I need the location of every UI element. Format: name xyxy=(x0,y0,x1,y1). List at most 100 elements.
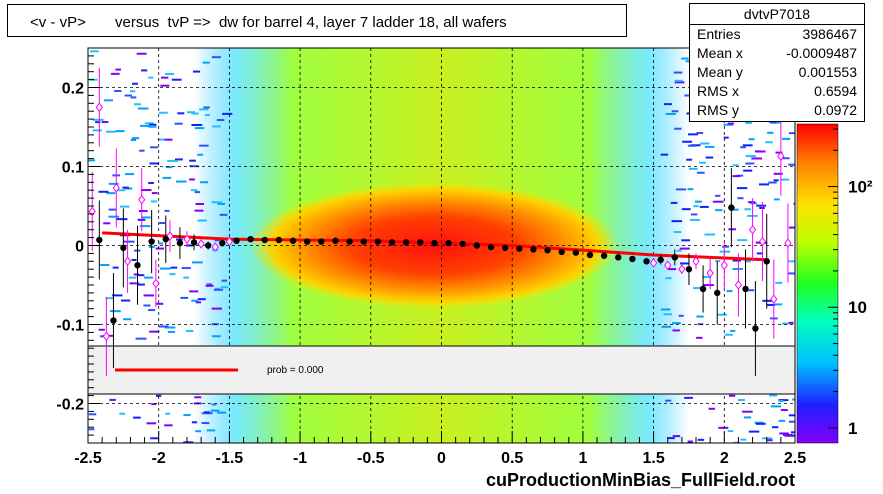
heatmap-cell xyxy=(206,429,216,432)
heatmap-cell xyxy=(144,276,154,279)
stats-label: Entries xyxy=(697,26,741,42)
alt-marker xyxy=(197,239,205,249)
heatmap-cell xyxy=(136,52,147,55)
heatmap-cell xyxy=(681,208,691,211)
heatmap-cell xyxy=(119,412,126,415)
x-tick-label: -1 xyxy=(293,450,307,467)
heatmap-cell xyxy=(663,313,673,316)
stats-row-mean-x: Mean x -0.0009487 xyxy=(690,44,864,63)
heatmap-cell xyxy=(220,286,229,289)
heatmap-cell xyxy=(125,173,135,176)
heatmap-cell xyxy=(174,158,183,161)
heatmap-cell xyxy=(792,398,795,401)
heatmap-cell xyxy=(715,260,721,263)
heatmap-cell xyxy=(165,412,171,415)
heatmap-cell xyxy=(210,409,220,412)
palette-tick-label: 10 xyxy=(848,298,867,317)
profile-marker xyxy=(148,238,155,245)
palette-tick-label: 10² xyxy=(848,178,873,197)
alt-marker xyxy=(777,151,785,162)
alt-marker xyxy=(102,331,111,342)
heatmap-cell xyxy=(754,421,764,424)
profile-marker xyxy=(586,251,594,259)
x-tick-label: -2 xyxy=(152,450,166,467)
heatmap-cell xyxy=(742,144,753,147)
heatmap-cell xyxy=(782,137,791,140)
alt-marker xyxy=(152,278,160,289)
heatmap-cell xyxy=(100,264,110,267)
heatmap-cell xyxy=(98,190,109,193)
alt-marker xyxy=(770,294,778,305)
heatmap-cell xyxy=(197,219,207,222)
title-box: <v - vP> versus tvP => dw for barrel 4, … xyxy=(7,4,627,37)
heatmap-cell xyxy=(148,123,157,126)
heatmap-cell xyxy=(194,127,205,130)
heatmap-cell xyxy=(684,396,693,399)
heatmap-cell xyxy=(176,180,187,183)
profile-marker xyxy=(572,249,580,256)
heatmap-cell xyxy=(170,266,178,269)
profile-marker xyxy=(629,255,636,263)
heatmap-cell xyxy=(171,78,182,81)
heatmap-cell xyxy=(740,438,747,441)
x-axis: -2.5 -2 -1.5 -1 -0.5 0 0.5 1 1.5 2 2.5 xyxy=(74,431,806,467)
heatmap-cell xyxy=(105,297,115,300)
heatmap-cell xyxy=(688,167,698,170)
heatmap-cell xyxy=(159,222,166,225)
profile-marker xyxy=(544,247,551,254)
heatmap-cell xyxy=(138,274,145,277)
heatmap-cell xyxy=(110,72,120,75)
heatmap-cell xyxy=(673,231,682,234)
profile-marker xyxy=(501,244,509,252)
heatmap-cell xyxy=(155,247,164,250)
stats-value: 0.6594 xyxy=(814,83,857,99)
heatmap-cell xyxy=(135,337,147,340)
stats-value: 0.0972 xyxy=(814,102,857,118)
heatmap-cell xyxy=(103,99,113,102)
heatmap-cell xyxy=(743,169,753,172)
heatmap-cell xyxy=(174,122,183,125)
heatmap-cell xyxy=(722,245,730,248)
x-tick-label: 0 xyxy=(437,450,446,467)
profile-marker xyxy=(120,244,127,252)
profile-marker xyxy=(360,238,367,245)
heatmap-cell xyxy=(92,129,102,132)
heatmap-cell xyxy=(697,171,705,174)
profile-marker xyxy=(487,243,495,251)
heatmap-cell xyxy=(729,394,736,397)
heatmap-cell xyxy=(141,216,151,219)
heatmap-cell xyxy=(143,294,154,297)
heatmap-cell xyxy=(124,94,132,97)
plot-title: <v - vP> versus tvP => dw for barrel 4, … xyxy=(30,14,507,31)
heatmap-cell xyxy=(131,137,140,140)
heatmap-cell xyxy=(744,260,751,263)
heatmap-cell xyxy=(726,290,733,293)
profile-marker xyxy=(96,236,103,244)
profile-marker xyxy=(289,237,297,244)
heatmap-cell xyxy=(130,138,137,141)
heatmap-cell xyxy=(714,209,723,212)
heatmap-cell xyxy=(155,394,162,397)
heatmap-cell xyxy=(672,329,680,332)
profile-marker xyxy=(318,238,325,245)
heatmap-cell xyxy=(755,150,766,153)
alt-profile-group xyxy=(88,67,792,376)
heatmap-cell xyxy=(665,399,672,402)
heatmap-cell xyxy=(101,121,109,124)
x-tick-label: 1.5 xyxy=(642,450,664,467)
heatmap-cell xyxy=(202,61,210,64)
heatmap-cell xyxy=(699,161,706,164)
heatmap-cell xyxy=(159,111,168,114)
profile-marker xyxy=(459,240,466,248)
heatmap-cell xyxy=(743,416,752,419)
heatmap-cell xyxy=(702,275,712,278)
heatmap-cell xyxy=(689,218,701,221)
heatmap-cell xyxy=(148,76,154,79)
heatmap-cell xyxy=(141,69,148,72)
profile-marker xyxy=(261,236,268,244)
heatmap-cell xyxy=(744,208,752,211)
heatmap-cell xyxy=(665,277,672,280)
heatmap-cell xyxy=(189,159,196,162)
heatmap-cell xyxy=(183,276,190,279)
